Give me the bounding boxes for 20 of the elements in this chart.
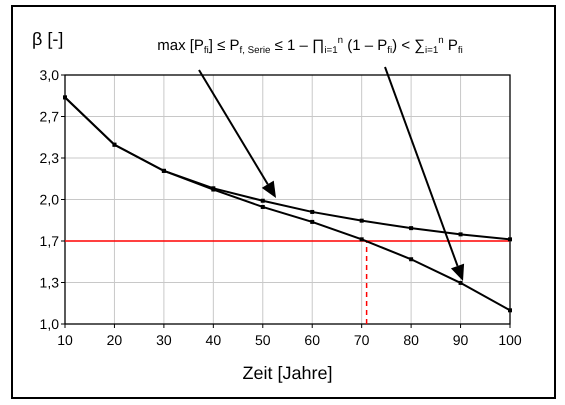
x-tick-label: 60 <box>304 332 320 348</box>
y-tick-label: 2,0 <box>40 191 60 208</box>
x-tick-label: 20 <box>106 332 122 348</box>
y-tick-label: 1,3 <box>40 274 60 290</box>
y-tick-label: 3,0 <box>40 66 60 83</box>
x-tick-label: 80 <box>403 332 420 348</box>
y-tick-label: 1,0 <box>40 316 60 332</box>
x-tick-label: 10 <box>57 332 73 348</box>
y-axis-title: β [-] <box>32 29 64 49</box>
x-tick-label: 30 <box>156 332 172 348</box>
y-tick-label: 2,7 <box>40 108 60 124</box>
y-tick-label: 2,3 <box>40 150 60 166</box>
x-tick-label: 50 <box>254 332 271 348</box>
x-tick-label: 70 <box>354 332 370 348</box>
x-axis-title: Zeit [Jahre] <box>242 363 333 383</box>
y-tick-label: 1,7 <box>40 232 60 249</box>
chart-title: max [P$_{fi}$] ≤ P$_{f, Serie}$ ≤ 1 – ∏$_{i=1}$$^{n}$ (1 – P$_{fi}$) < ∑$_{i=1}$$^{n}$ P$_{fi}$ <box>157 34 463 56</box>
x-tick-label: 100 <box>498 332 522 348</box>
x-tick-label: 90 <box>452 332 469 348</box>
x-tick-label: 40 <box>206 332 222 348</box>
